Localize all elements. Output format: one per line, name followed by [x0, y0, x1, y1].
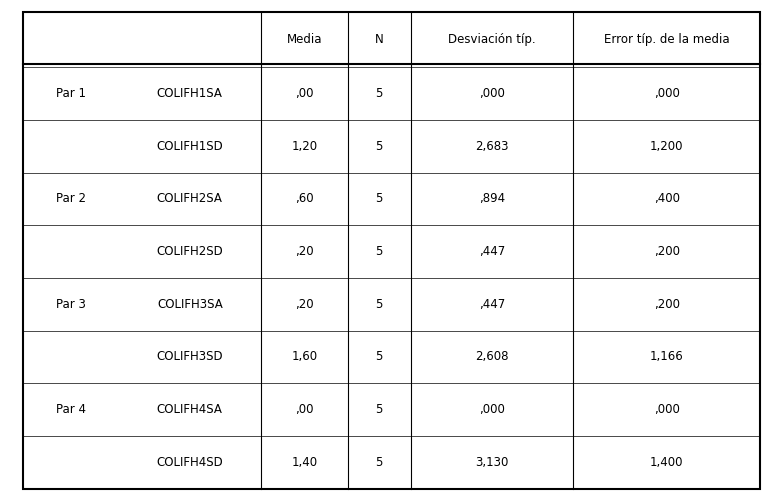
Text: ,000: ,000 [654, 403, 679, 416]
Text: ,447: ,447 [479, 245, 505, 258]
Text: ,200: ,200 [654, 298, 679, 310]
Text: Par 4: Par 4 [56, 403, 86, 416]
Text: 5: 5 [376, 192, 383, 205]
Text: ,200: ,200 [654, 245, 679, 258]
Text: Par 3: Par 3 [56, 298, 86, 310]
Text: ,00: ,00 [295, 403, 313, 416]
Text: 1,20: 1,20 [291, 140, 317, 153]
Text: ,400: ,400 [654, 192, 679, 205]
Text: 5: 5 [376, 403, 383, 416]
Text: 2,608: 2,608 [475, 350, 509, 364]
Text: 3,130: 3,130 [475, 456, 509, 469]
Text: ,000: ,000 [479, 403, 505, 416]
Text: 2,683: 2,683 [475, 140, 509, 153]
Text: 5: 5 [376, 350, 383, 364]
Text: Error típ. de la media: Error típ. de la media [604, 33, 730, 46]
Text: COLIFH1SA: COLIFH1SA [157, 87, 222, 100]
Text: Media: Media [286, 33, 322, 46]
Text: 1,400: 1,400 [650, 456, 683, 469]
Text: ,60: ,60 [295, 192, 313, 205]
Text: COLIFH4SA: COLIFH4SA [157, 403, 222, 416]
Text: 5: 5 [376, 87, 383, 100]
Text: ,447: ,447 [479, 298, 505, 310]
Text: ,000: ,000 [479, 87, 505, 100]
Text: ,000: ,000 [654, 87, 679, 100]
Text: ,00: ,00 [295, 87, 313, 100]
Text: COLIFH2SD: COLIFH2SD [157, 245, 223, 258]
Text: Par 2: Par 2 [56, 192, 86, 205]
Text: N: N [375, 33, 384, 46]
Text: ,20: ,20 [295, 298, 313, 310]
Text: Par 1: Par 1 [56, 87, 86, 100]
Text: 1,60: 1,60 [291, 350, 317, 364]
Text: COLIFH3SD: COLIFH3SD [157, 350, 223, 364]
Text: 1,200: 1,200 [650, 140, 683, 153]
Text: 5: 5 [376, 298, 383, 310]
Text: COLIFH1SD: COLIFH1SD [157, 140, 223, 153]
Text: 1,166: 1,166 [650, 350, 683, 364]
Text: 5: 5 [376, 140, 383, 153]
Text: Desviación típ.: Desviación típ. [448, 33, 536, 46]
Text: COLIFH3SA: COLIFH3SA [157, 298, 222, 310]
Text: COLIFH2SA: COLIFH2SA [157, 192, 222, 205]
Text: ,894: ,894 [479, 192, 505, 205]
Text: COLIFH4SD: COLIFH4SD [157, 456, 223, 469]
Text: 5: 5 [376, 456, 383, 469]
Text: ,20: ,20 [295, 245, 313, 258]
Text: 5: 5 [376, 245, 383, 258]
Text: 1,40: 1,40 [291, 456, 317, 469]
